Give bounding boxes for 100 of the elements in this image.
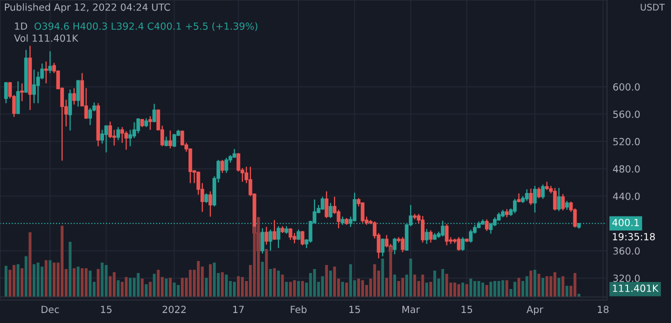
candlestick (400, 236, 404, 253)
candlestick (180, 130, 184, 146)
bar (60, 226, 64, 297)
candlestick (48, 50, 52, 74)
bar (257, 217, 260, 297)
bar (309, 273, 312, 297)
candlestick (264, 226, 268, 246)
candlestick (152, 103, 156, 123)
bar (16, 264, 20, 297)
candlestick (136, 118, 140, 134)
bar (32, 264, 36, 297)
bar (546, 276, 548, 297)
bar (301, 281, 304, 297)
candlestick (268, 229, 272, 252)
candlestick (224, 157, 228, 174)
y-tick-label: 600.0 (613, 83, 640, 91)
bar (389, 246, 392, 297)
candlestick (236, 152, 240, 172)
bar (269, 269, 272, 297)
candlestick (468, 229, 473, 244)
candlestick (428, 230, 433, 244)
candlestick (208, 190, 212, 218)
bar (273, 268, 276, 297)
candlestick (533, 185, 537, 214)
x-tick-label: Mar (402, 306, 420, 314)
x-tick-label: Dec (42, 306, 59, 314)
candlestick (260, 228, 264, 254)
candlestick (168, 130, 172, 149)
candlestick (460, 236, 465, 252)
candlestick (296, 229, 300, 240)
bar (20, 268, 24, 297)
bar (393, 274, 396, 297)
x-tick-label: Apr (526, 306, 544, 315)
bar (329, 270, 332, 297)
text: USDT (640, 4, 665, 11)
annotation: Published Apr 12, 2022 04:24 UTC (4, 3, 170, 13)
bar (48, 260, 52, 297)
x-tick-label: 15 (462, 306, 472, 314)
bar (529, 270, 532, 297)
bar (232, 282, 236, 297)
candlestick (561, 194, 565, 212)
bar (68, 242, 72, 297)
bar (72, 268, 76, 297)
candlestick (456, 236, 461, 252)
bar (261, 262, 264, 297)
x-tick-label: 18 (598, 306, 609, 314)
bar (574, 273, 576, 297)
bar (80, 268, 84, 297)
bar (289, 282, 292, 297)
candlestick (172, 133, 176, 148)
candlestick (420, 215, 425, 244)
bar (297, 281, 300, 297)
bar (28, 232, 32, 297)
x-tick-label: 17 (233, 306, 244, 313)
text: 1D (15, 22, 28, 30)
candlestick (204, 192, 208, 204)
text: 19:35:18 (612, 232, 655, 240)
bar (341, 282, 344, 297)
candlestick (16, 80, 20, 115)
bar (325, 265, 328, 297)
bar (525, 276, 528, 297)
candlestick (525, 188, 529, 202)
candlestick (32, 69, 36, 104)
candlestick (328, 202, 332, 219)
annotation: Vol 111.401K (14, 34, 78, 42)
candlestick (124, 130, 128, 150)
candlestick (557, 187, 561, 212)
candlestick (272, 219, 276, 240)
bar (224, 274, 228, 297)
candlestick (44, 60, 48, 84)
candlestick (276, 226, 280, 249)
candlestick (300, 230, 304, 246)
candlestick (380, 238, 384, 257)
candlestick (529, 188, 533, 206)
bar (240, 277, 244, 297)
candlestick (392, 237, 396, 255)
candlestick (553, 187, 557, 212)
bar (88, 270, 92, 297)
bar (550, 276, 552, 297)
candlestick (68, 88, 72, 132)
candlestick (76, 79, 80, 108)
candlestick (513, 198, 517, 214)
candlestick (384, 234, 388, 248)
bar (541, 278, 544, 297)
bar (40, 266, 44, 297)
candlestick (484, 218, 489, 232)
x-tick-label: 15 (349, 306, 360, 314)
x-tick-label: Feb (290, 306, 307, 314)
candlestick (112, 129, 116, 146)
bar (345, 282, 348, 297)
bar (293, 280, 296, 297)
bar (12, 265, 16, 297)
candlestick (292, 232, 296, 244)
bar (285, 282, 288, 297)
bar (517, 278, 520, 297)
bar (44, 260, 48, 297)
bar (562, 276, 564, 297)
bar (554, 272, 556, 297)
bar (36, 262, 40, 297)
candlestick (537, 186, 541, 199)
